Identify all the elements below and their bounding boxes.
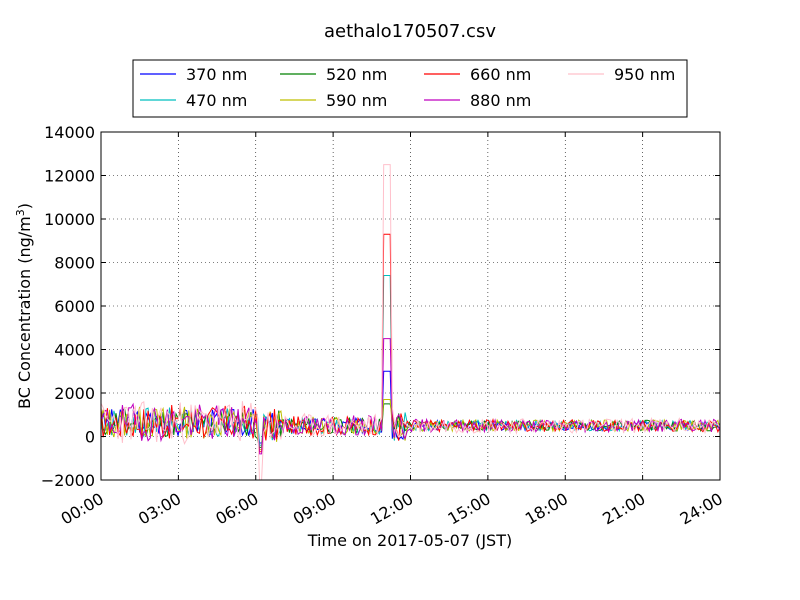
legend-label: 660 nm [470, 65, 531, 84]
y-axis-label-sup: 3 [14, 209, 27, 216]
x-tick-label: 24:00 [677, 489, 726, 529]
legend-item: 470 nm [140, 91, 247, 110]
y-tick-label: 0 [85, 428, 95, 447]
y-tick-label: 2000 [54, 384, 95, 403]
series-line [100, 338, 721, 455]
legend-label: 950 nm [614, 65, 675, 84]
y-axis-label: BC Concentration (ng/m3) [14, 203, 35, 409]
x-tick-label: 00:00 [58, 489, 107, 529]
y-axis-label-main: BC Concentration (ng/m [15, 216, 34, 409]
legend-item: 880 nm [424, 91, 531, 110]
x-tick-labels: 00:00 03:00 06:00 09:00 12:00 15:00 18:00 21:00… [58, 489, 726, 529]
y-tick-label: 10000 [44, 210, 95, 229]
chart-title: aethalo170507.csv [324, 21, 496, 42]
y-tick-label: 14000 [44, 123, 95, 142]
legend-label: 880 nm [470, 91, 531, 110]
plot-area [100, 131, 721, 481]
legend-label: 370 nm [186, 65, 247, 84]
series-line [100, 164, 721, 481]
y-tick-labels: −2000 0 2000 4000 6000 8000 10000 12000 14000 [41, 123, 95, 490]
legend-box [132, 59, 688, 118]
series-line [100, 233, 721, 453]
legend-item: 660 nm [424, 65, 531, 84]
x-tick-label: 15:00 [444, 489, 493, 529]
series-lines [100, 164, 721, 481]
x-tick-label: 03:00 [135, 489, 184, 529]
x-tick-label: 06:00 [212, 489, 261, 529]
legend-label: 520 nm [326, 65, 387, 84]
y-tick-label: 6000 [54, 297, 95, 316]
legend: 370 nm 470 nm 520 nm 590 nm 660 nm 880 nm 950 … [132, 59, 688, 118]
x-tick-label: 21:00 [599, 489, 648, 529]
x-tick-label: 18:00 [522, 489, 571, 529]
x-tick-label: 12:00 [367, 489, 416, 529]
legend-item: 370 nm [140, 65, 247, 84]
series-line [100, 403, 721, 448]
y-tick-label: 4000 [54, 341, 95, 360]
y-tick-label: 12000 [44, 167, 95, 186]
legend-item: 590 nm [280, 91, 387, 110]
legend-item: 950 nm [568, 65, 675, 84]
y-tick-label: −2000 [41, 471, 95, 490]
y-axis-label-suffix: ) [15, 203, 34, 209]
legend-label: 470 nm [186, 91, 247, 110]
legend-item: 520 nm [280, 65, 387, 84]
legend-label: 590 nm [326, 91, 387, 110]
x-axis-label: Time on 2017-05-07 (JST) [307, 531, 512, 550]
y-tick-label: 8000 [54, 254, 95, 273]
plot-frame [100, 131, 721, 481]
x-tick-label: 09:00 [290, 489, 339, 529]
